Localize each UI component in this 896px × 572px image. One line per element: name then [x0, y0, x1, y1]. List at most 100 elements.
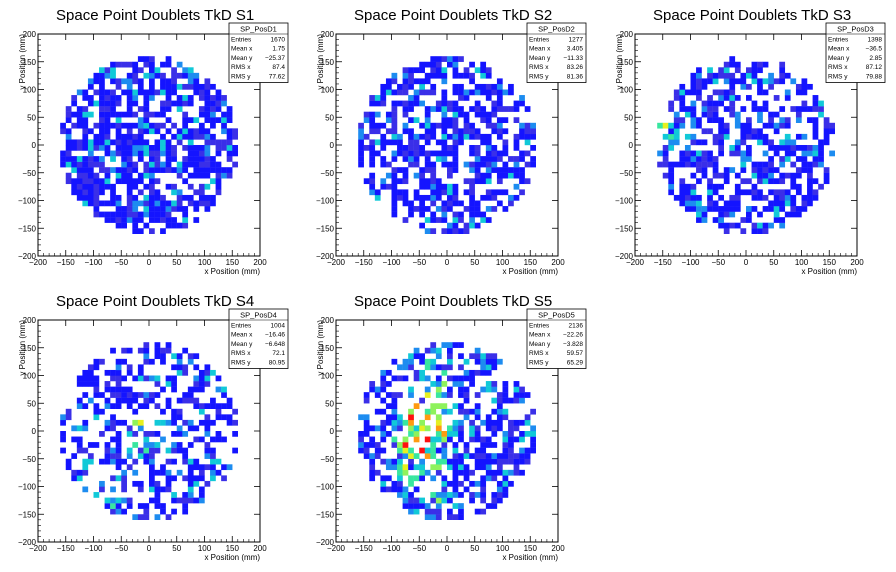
histogram-cell [435, 419, 442, 426]
histogram-cell [115, 453, 122, 459]
histogram-cell [110, 386, 116, 393]
histogram-cell [435, 492, 442, 498]
histogram-cell [463, 358, 470, 365]
axis-ticks: −200 −150 −100 −50 0 50 100 150 200200150100500−… [615, 30, 864, 267]
histogram-cell [121, 508, 127, 515]
histogram-cell [469, 167, 475, 173]
histogram-cell [751, 183, 758, 190]
histogram-cell [447, 458, 453, 465]
histogram-cell [121, 358, 127, 365]
histogram-cell [402, 503, 409, 509]
histogram-cell [115, 442, 122, 448]
histogram-cell [374, 408, 381, 415]
histogram-cell [363, 133, 370, 140]
histogram-cell [93, 386, 100, 393]
histogram-cell [762, 89, 769, 96]
plot-title: Space Point Doublets TkD S1 [56, 7, 254, 24]
histogram-cell [82, 183, 89, 190]
histogram-cell [463, 408, 470, 415]
histogram-cell [154, 194, 161, 201]
histogram-cell [458, 392, 464, 398]
y-tick-label: 200 [321, 30, 335, 39]
histogram-cell [723, 206, 730, 212]
histogram-cell [480, 194, 487, 201]
histogram-cell [121, 122, 127, 129]
histogram-cell [126, 453, 133, 459]
y-tick-label: −150 [316, 224, 335, 233]
histogram-cell [154, 145, 161, 151]
histogram-cell [143, 161, 150, 168]
histogram-plot: Space Point Doublets TkD S1−200 −150 −100−… [18, 7, 289, 276]
histogram-cell [143, 353, 150, 360]
histogram-cell [104, 497, 111, 504]
histogram-cell [369, 178, 376, 185]
histogram-cell [718, 139, 724, 146]
histogram-cell [419, 89, 425, 96]
histogram-cell [82, 419, 89, 426]
histogram-cell [408, 72, 414, 79]
histogram-cell [452, 222, 459, 229]
stats-value: 1398 [868, 36, 883, 43]
histogram-cell [818, 111, 824, 118]
x-tick-label: −200 [626, 258, 645, 267]
histogram-cell [380, 425, 387, 432]
histogram-cell [408, 414, 414, 421]
x-tick-label: 0 [445, 258, 450, 267]
histogram-cell [182, 392, 189, 398]
histogram-cell [126, 503, 133, 509]
histogram-cell [115, 369, 122, 376]
histogram-cell [773, 206, 780, 212]
histogram-cell [485, 95, 492, 101]
x-tick-label: −150 [654, 258, 673, 267]
histogram-cell [121, 419, 127, 426]
histogram-cell [160, 436, 166, 443]
histogram-cell [435, 503, 442, 509]
histogram-cell [430, 133, 437, 140]
histogram-cell [718, 172, 724, 179]
histogram-cell [430, 200, 437, 207]
histogram-cell [65, 172, 72, 179]
histogram-cell [519, 469, 525, 476]
histogram-cell [690, 161, 697, 168]
histogram-cell [193, 145, 200, 151]
histogram-cell [712, 89, 719, 96]
histogram-cell [734, 78, 741, 85]
histogram-cell [419, 145, 425, 151]
histogram-cell [452, 194, 459, 201]
histogram-cell [441, 122, 448, 129]
histogram-cell [779, 139, 786, 146]
histogram-cell [226, 128, 233, 135]
histogram-cell [712, 161, 719, 168]
histogram-cell [126, 200, 133, 207]
histogram-cell [513, 100, 520, 107]
histogram-cell [519, 128, 525, 135]
histogram-cell [193, 150, 200, 157]
histogram-cell [408, 200, 414, 207]
histogram-cell [496, 172, 503, 179]
histogram-cell [452, 475, 459, 482]
histogram-cell [408, 156, 414, 162]
histogram-cell [154, 431, 161, 437]
histogram-cell [419, 211, 425, 218]
histogram-cell [149, 397, 155, 404]
histogram-cell [452, 183, 459, 190]
histogram-cell [707, 150, 713, 157]
plot-title: Space Point Doublets TkD S4 [56, 293, 254, 310]
histogram-cell [65, 408, 72, 415]
histogram-cell [182, 206, 189, 212]
histogram-cell [435, 469, 442, 476]
histogram-cell [154, 342, 161, 348]
histogram-cell [204, 369, 211, 376]
histogram-cell [126, 111, 133, 118]
histogram-cell [210, 200, 216, 207]
histogram-cell [397, 83, 403, 90]
histogram-cell [126, 178, 133, 185]
histogram-cell [126, 139, 133, 146]
histogram-cell [696, 161, 702, 168]
histogram-cell [441, 72, 448, 79]
histogram-cell [182, 503, 189, 509]
stats-value: −25.37 [265, 55, 285, 62]
histogram-cell [435, 194, 442, 201]
histogram-cell [452, 56, 459, 62]
histogram-cell [441, 100, 448, 107]
